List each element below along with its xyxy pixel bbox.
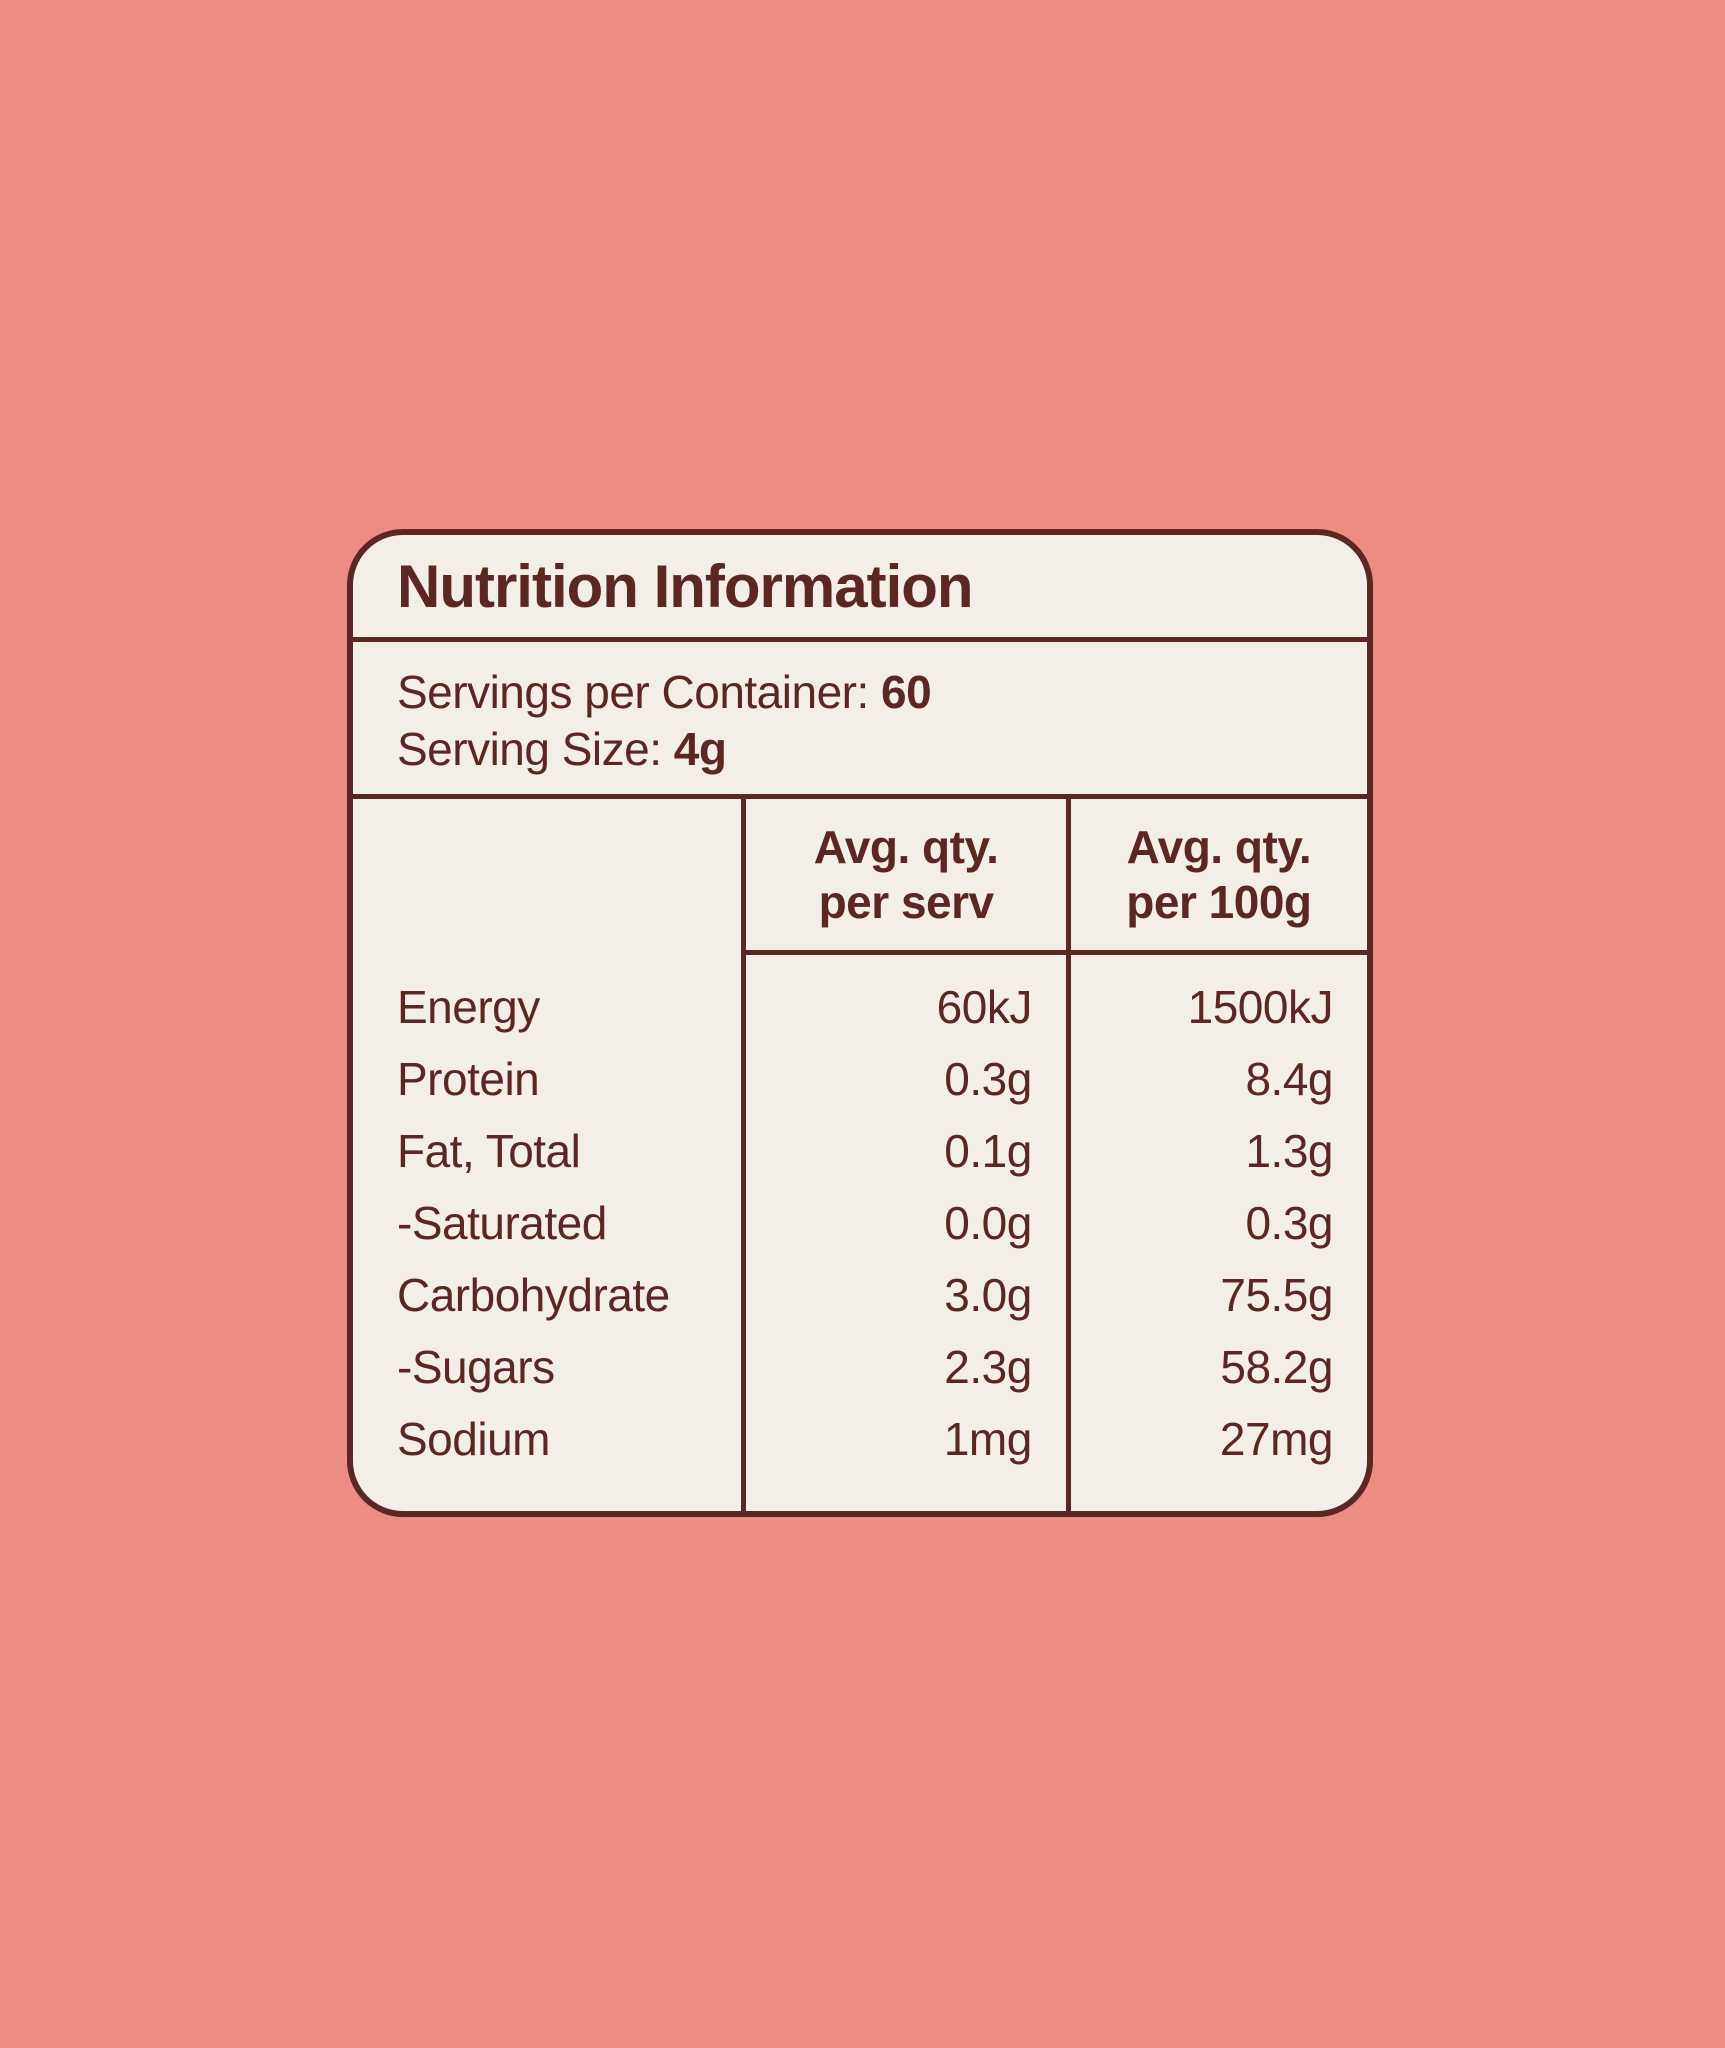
value-per-serving: 0.3g [944,1053,1032,1105]
serving-size-label: Serving Size: [397,723,662,775]
per-100g-column: 1500kJ 8.4g 1.3g 0.3g 75.5g 58.2g 27mg [1065,955,1367,1511]
header-per-serving-line2: per serv [818,875,995,928]
nutrient-label: Sodium [397,1413,550,1465]
table-body: Energy Protein Fat, Total -Saturated Car… [353,955,1367,1511]
value-per-serving: 60kJ [936,981,1033,1033]
servings-per-container-label: Servings per Container: [397,666,869,718]
value-per-100g: 58.2g [1220,1341,1333,1393]
nutrient-label: Fat, Total [397,1125,581,1177]
header-per-100g-line2: per 100g [1126,875,1312,928]
value-per-serving: 0.0g [944,1197,1032,1249]
serving-size-line: Serving Size: 4g [397,721,1323,778]
panel-title: Nutrition Information [353,535,1367,642]
header-spacer-cell [353,799,741,955]
value-per-100g: 75.5g [1220,1269,1333,1321]
value-per-serving: 2.3g [944,1341,1032,1393]
header-per-100g-line1: Avg. qty. [1126,820,1312,873]
nutrient-label: -Saturated [397,1197,607,1249]
value-per-100g: 8.4g [1245,1053,1333,1105]
per-serving-column: 60kJ 0.3g 0.1g 0.0g 3.0g 2.3g 1mg [741,955,1065,1511]
table-header-row: Avg. qty. per serv Avg. qty. per 100g [353,799,1367,955]
nutrient-label: Energy [397,981,540,1033]
header-per-serving: Avg. qty. per serv [741,799,1066,955]
value-per-serving: 3.0g [944,1269,1032,1321]
nutrition-panel: Nutrition Information Servings per Conta… [347,529,1373,1517]
nutrient-label-column: Energy Protein Fat, Total -Saturated Car… [353,955,741,1511]
nutrient-label: -Sugars [397,1341,555,1393]
nutrient-label: Carbohydrate [397,1269,670,1321]
value-per-serving: 0.1g [944,1125,1032,1177]
servings-section: Servings per Container: 60 Serving Size:… [353,642,1367,799]
header-per-serving-line1: Avg. qty. [813,820,999,873]
servings-per-container-line: Servings per Container: 60 [397,664,1323,721]
value-per-100g: 0.3g [1245,1197,1333,1249]
value-per-serving: 1mg [943,1413,1032,1465]
servings-per-container-value: 60 [881,666,932,718]
nutrient-label: Protein [397,1053,540,1105]
value-per-100g: 1500kJ [1187,981,1334,1033]
header-per-100g: Avg. qty. per 100g [1065,799,1367,955]
value-per-100g: 1.3g [1245,1125,1333,1177]
value-per-100g: 27mg [1219,1413,1334,1465]
serving-size-value: 4g [673,723,727,775]
